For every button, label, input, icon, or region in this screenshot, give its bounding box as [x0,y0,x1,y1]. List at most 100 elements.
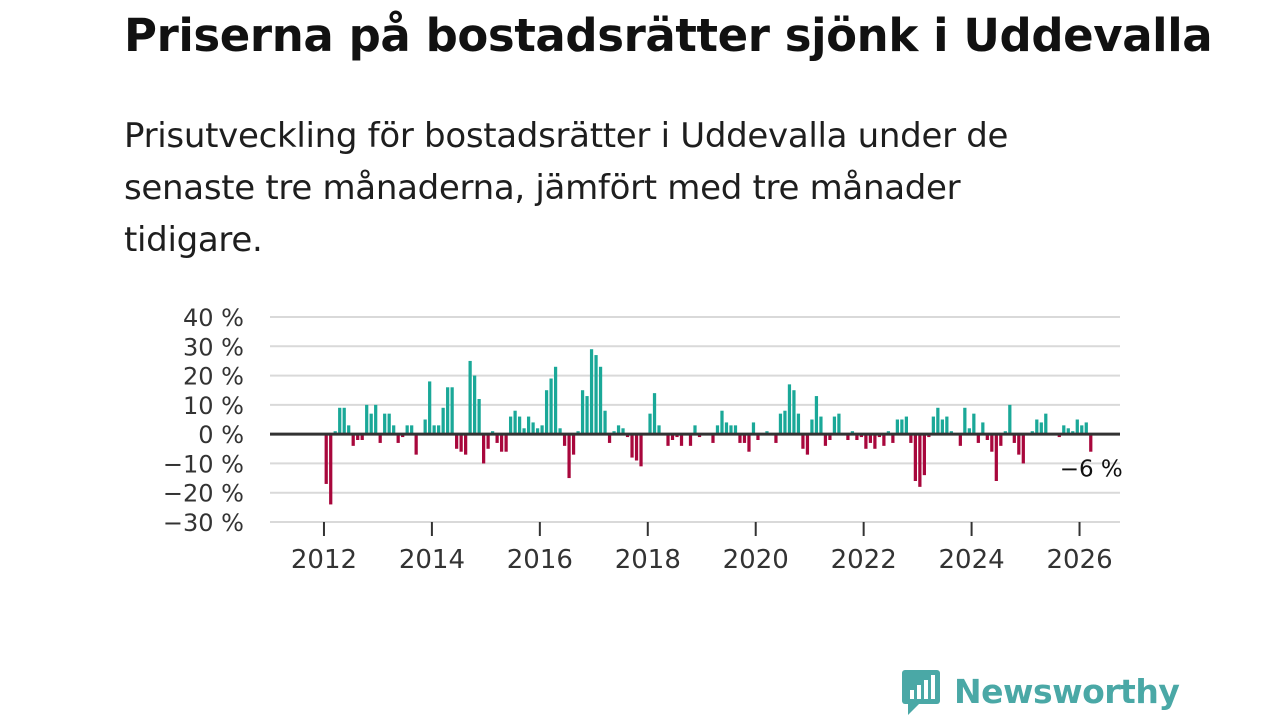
bar [374,404,378,435]
chart-subtitle: Prisutveckling för bostadsrätter i Uddev… [124,116,1009,260]
bar [864,434,868,449]
y-tick-label: −20 % [163,480,244,508]
bar [801,434,805,449]
bar [342,407,346,435]
bar [931,416,935,435]
bar [967,428,971,435]
bar [1062,425,1066,435]
bar [814,396,819,435]
newsworthy-logo-text: Newsworthy [954,671,1180,711]
bar [846,434,850,440]
bar [670,434,675,440]
bar [603,410,607,435]
bar [900,419,904,435]
bar [324,434,328,484]
bar [828,434,832,440]
bar [666,434,670,446]
bar [441,407,445,435]
newsworthy-logo: Newsworthy [900,666,1180,716]
bar [468,360,472,435]
bar [657,425,661,435]
bar [972,413,976,435]
bar [715,425,720,435]
bar [531,422,535,435]
bar [495,434,499,443]
bar [356,434,360,440]
bar [936,407,940,435]
bar [909,434,913,443]
bar [742,434,747,443]
bar [693,425,697,435]
bar [868,434,873,443]
bar [873,434,877,449]
bar [482,434,486,464]
axes [270,432,1120,536]
bar [634,434,639,461]
bar [832,416,837,435]
bar [918,434,922,487]
bar [882,434,886,446]
bar [922,434,926,476]
bar [414,434,418,455]
bar [347,425,351,435]
bar [553,366,558,435]
bar [464,434,468,455]
bar [365,404,369,435]
bar [360,434,364,440]
bar [963,407,967,435]
bar [549,378,553,435]
bar [616,425,621,435]
bar [1035,419,1039,435]
bar [396,434,400,443]
bar [387,413,391,435]
bar [571,434,576,455]
bar [891,434,895,443]
bar [1008,404,1012,435]
bar [522,428,526,435]
bar [639,434,643,467]
bar [805,434,810,455]
bar [958,434,962,446]
bar [562,434,567,446]
bar [688,434,693,446]
x-tick-label: 2018 [615,545,681,575]
bar [913,434,917,481]
bar [648,413,652,435]
x-tick-label: 2024 [939,545,1005,575]
bar [329,434,333,505]
bar [630,434,634,458]
labels: 40 %30 %20 %10 %0 %−10 %−20 %−30 % 2012 20… [163,304,1123,575]
bar [756,434,760,440]
bar [1017,434,1021,455]
y-tick-label: 0 % [198,421,244,449]
bar [517,416,522,435]
bar [473,375,477,435]
x-tick-label: 2016 [507,545,573,575]
bar [455,434,459,449]
newsworthy-logo-icon [902,670,940,715]
bar [895,419,899,435]
bar [486,434,490,449]
grid-lines [270,316,1120,523]
bar [999,434,1003,446]
y-tick-label: 10 % [183,392,244,420]
bar [904,416,908,435]
bar [1066,428,1070,435]
bar [1012,434,1016,443]
bar [1021,434,1025,464]
bar [778,413,783,435]
bar [526,416,531,435]
bar [437,425,441,435]
x-tick-label: 2012 [291,545,357,575]
bar [428,381,432,435]
bar [1084,422,1088,435]
bar [747,434,751,452]
x-tick-label: 2020 [723,545,789,575]
y-tick-label: 40 % [183,304,244,332]
bar [787,384,792,435]
bar [558,428,562,435]
y-tick-label: 20 % [183,363,244,391]
bar [792,390,796,435]
bar [652,393,657,435]
bar [432,425,436,435]
